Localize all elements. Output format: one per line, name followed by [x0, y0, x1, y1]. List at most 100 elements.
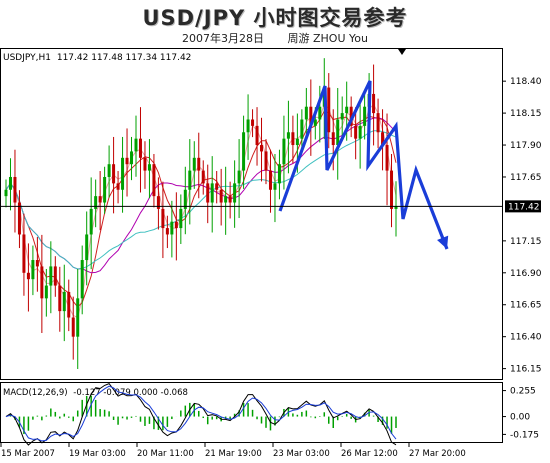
candle-body [336, 119, 340, 146]
candle-body [237, 170, 241, 184]
candle-body [331, 132, 335, 146]
candle-body [44, 285, 48, 299]
candle-body [4, 189, 8, 197]
candle-body [206, 183, 210, 203]
price-tick-label: 118.15 [510, 109, 542, 119]
chart-date: 2007年3月28日 [182, 32, 264, 45]
price-tick-label: 116.15 [510, 365, 542, 375]
chart-subtitle: 2007年3月28日 周游 ZHOU You [0, 30, 550, 46]
candle-body [246, 119, 250, 133]
time-tick-label: 19 Mar 03:00 [69, 449, 126, 459]
candle-body [35, 260, 39, 267]
moving-average-line [5, 130, 397, 270]
title-block: USD/JPY 小时图交易参考 2007年3月28日 周游 ZHOU You [0, 0, 550, 48]
candle-body [80, 260, 84, 299]
candle-body [134, 138, 138, 152]
time-tick-label: 15 Mar 2007 [1, 449, 55, 459]
candle-body [233, 183, 237, 203]
candle-body [53, 266, 57, 286]
candle-body [17, 202, 21, 235]
candle-body [268, 170, 272, 190]
candle-body [260, 145, 264, 152]
candle-body [318, 106, 322, 120]
candle-body [219, 189, 223, 203]
candle-body [354, 125, 358, 139]
moving-average-line [5, 103, 397, 319]
time-tick-label: 23 Mar 03:00 [273, 449, 330, 459]
candle-body [345, 106, 349, 114]
candle-body [286, 132, 290, 139]
candle-body [300, 119, 304, 139]
candle-body [143, 157, 147, 171]
candle-body [138, 138, 142, 158]
candle-body [13, 176, 17, 203]
candle-body [309, 106, 313, 126]
candle-body [26, 272, 30, 280]
candle-body [125, 157, 129, 165]
candle-body [179, 208, 183, 229]
price-tick-label: 117.65 [510, 173, 542, 183]
macd-label: MACD(12,26,9) -0.127 -0.079 0.000 -0.068 [3, 388, 188, 398]
chart-shift-marker-icon[interactable] [398, 49, 406, 55]
candle-body [224, 196, 228, 203]
candle-body [58, 285, 62, 312]
candle-body [188, 170, 192, 190]
candle-body [121, 157, 125, 190]
current-price-label: 117.42 [508, 202, 540, 212]
candle-body [313, 119, 317, 126]
candle-body [62, 291, 66, 312]
moving-average-line [5, 110, 397, 308]
forecast-zigzag-line [278, 80, 449, 250]
time-tick-label: 20 Mar 11:00 [137, 449, 194, 459]
candle-body [385, 145, 389, 171]
candle-body [255, 125, 259, 146]
candle-body [8, 176, 12, 190]
candle-body [201, 170, 205, 184]
candle-body [94, 196, 98, 209]
candle-body [147, 164, 151, 171]
candle-body [112, 164, 116, 184]
candle-body [197, 157, 201, 171]
candle-body [295, 138, 299, 146]
forecast-arrowhead-icon [437, 235, 449, 249]
candle-body [103, 176, 107, 203]
candle-body [327, 87, 331, 133]
candle-body [89, 208, 93, 235]
candle-body [161, 208, 165, 229]
candle-body [390, 170, 394, 209]
chart-title: USD/JPY 小时图交易参考 [142, 6, 408, 30]
candle-body [277, 164, 281, 184]
macd-tick-label: 0.00 [510, 413, 530, 423]
main-panel-frame [0, 48, 503, 380]
candle-body [228, 196, 232, 203]
candle-body [49, 266, 53, 286]
macd-signal-line [5, 385, 397, 442]
candle-body [85, 234, 89, 261]
time-tick-label: 27 Mar 20:00 [409, 449, 466, 459]
candle-body [116, 183, 120, 190]
macd-tick-label: 0.255 [510, 387, 536, 397]
candle-body [76, 298, 80, 337]
candle-body [242, 132, 246, 171]
price-tick-label: 116.40 [510, 333, 542, 343]
candle-body [291, 132, 295, 146]
time-tick-label: 21 Mar 19:00 [205, 449, 262, 459]
candle-body [71, 317, 75, 337]
candle-body [251, 119, 255, 126]
price-tick-label: 117.15 [510, 237, 542, 247]
chart-author: 周游 ZHOU You [287, 32, 368, 45]
current-price-badge [505, 200, 541, 213]
candle-body [304, 106, 308, 120]
candle-body [174, 221, 178, 229]
price-tick-label: 117.90 [510, 141, 542, 151]
symbol-label: USDJPY,H1 117.42 117.48 117.34 117.42 [3, 53, 191, 63]
candle-body [31, 260, 35, 280]
candle-body [98, 196, 102, 203]
candle-body [363, 106, 367, 126]
candle-body [381, 132, 385, 146]
price-tick-label: 116.65 [510, 301, 542, 311]
candle-body [152, 164, 156, 197]
price-tick-label: 116.90 [510, 269, 542, 279]
